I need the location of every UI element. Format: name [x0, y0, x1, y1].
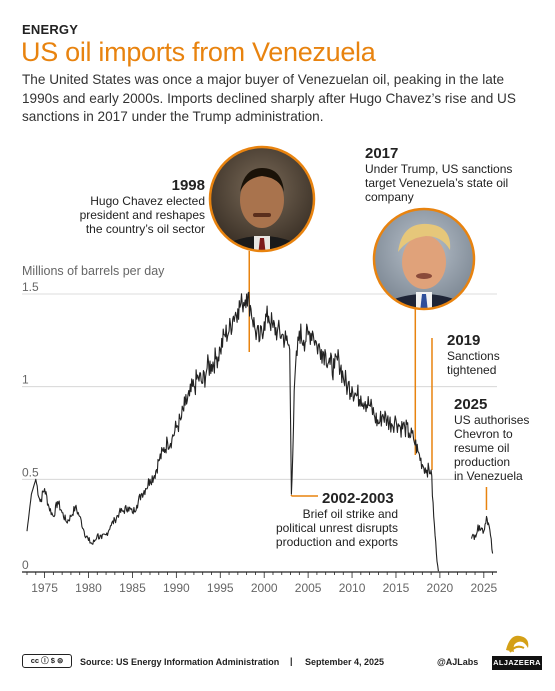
chavez-tie	[258, 238, 266, 251]
annotation-1998-year: 1998	[172, 177, 205, 194]
chavez-face	[240, 172, 284, 228]
annotation-2025-line-5: in Venezuela	[454, 469, 523, 483]
y-tick-1.5: 1.5	[22, 280, 39, 294]
annotation-2019-line-1: Sanctions	[447, 349, 500, 363]
trump-photo	[372, 207, 476, 311]
x-tick-2010: 2010	[339, 581, 366, 595]
annotation-2017-line-3: company	[365, 190, 414, 204]
annotation-2017-line-1: Under Trump, US sanctions	[365, 162, 512, 176]
y-tick-labels: 0 0.5 1 1.5	[22, 280, 39, 572]
annotation-2002-line-3: production and exports	[276, 535, 398, 549]
publish-date: September 4, 2025	[305, 657, 385, 667]
series-line	[26, 291, 494, 572]
twitter-handle[interactable]: @AJLabs	[437, 657, 479, 667]
x-tick-1975: 1975	[31, 581, 58, 595]
chart-subtitle: The United States was once a major buyer…	[22, 72, 516, 124]
annotation-1998-line-3: the country’s oil sector	[86, 222, 205, 236]
aljazeera-wordmark[interactable]: ALJAZEERA	[492, 656, 542, 670]
gridlines	[22, 293, 497, 480]
chavez-hair	[240, 168, 284, 192]
y-tick-0.5: 0.5	[22, 465, 39, 479]
x-tick-2020: 2020	[427, 581, 454, 595]
annotation-2002-line-2: political unrest disrupts	[276, 521, 398, 535]
annotation-2017-year: 2017	[365, 145, 398, 162]
x-tick-1985: 1985	[119, 581, 146, 595]
annotation-1998-line-1: Hugo Chavez elected	[90, 194, 205, 208]
annotation-2025-line-1: US authorises	[454, 413, 529, 427]
chavez-mouth	[253, 213, 271, 217]
footer-separator: |	[290, 656, 293, 666]
annotation-2017-line-2: target Venezuela’s state oil	[365, 176, 508, 190]
annotation-2025-line-4: production	[454, 455, 510, 469]
annotation-2025-year: 2025	[454, 396, 487, 413]
annotation-2019-line-2: tightened	[447, 363, 496, 377]
annotation-2025-line-3: resume oil	[454, 441, 509, 455]
footer: cc ⓘ $ ⊜ Source: US Energy Information A…	[22, 635, 542, 678]
trump-mouth	[416, 273, 432, 279]
source-note: Source: US Energy Information Administra…	[80, 657, 280, 667]
annotation-1998-line-2: president and reshapes	[80, 208, 205, 222]
x-tick-1995: 1995	[207, 581, 234, 595]
y-tick-0: 0	[22, 558, 29, 572]
annotation-2025-line-2: Chevron to	[454, 427, 513, 441]
x-tick-2000: 2000	[251, 581, 278, 595]
creative-commons-badge[interactable]: cc ⓘ $ ⊜	[22, 654, 72, 668]
x-tick-2025: 2025	[470, 581, 497, 595]
trump-face	[402, 235, 446, 289]
annotation-2002-line-1: Brief oil strike and	[303, 507, 398, 521]
x-tick-1990: 1990	[163, 581, 190, 595]
annotation-2019-year: 2019	[447, 332, 480, 349]
x-tick-1980: 1980	[75, 581, 102, 595]
trump-hair	[398, 223, 451, 252]
x-axis: 1975 1980 1985 1990 1995 2000 2005 2010 2015 2020…	[22, 571, 497, 595]
trump-tie	[420, 294, 428, 309]
chavez-photo	[208, 145, 316, 253]
x-tick-2005: 2005	[295, 581, 322, 595]
kicker: ENERGY	[22, 22, 79, 37]
y-axis-label: Millions of barrels per day	[22, 264, 165, 278]
x-tick-2015: 2015	[383, 581, 410, 595]
annotation-2002-year: 2002-2003	[322, 490, 394, 507]
chart-title: US oil imports from Venezuela	[21, 37, 376, 67]
y-tick-1: 1	[22, 373, 29, 387]
aljazeera-logo-icon	[506, 635, 529, 653]
